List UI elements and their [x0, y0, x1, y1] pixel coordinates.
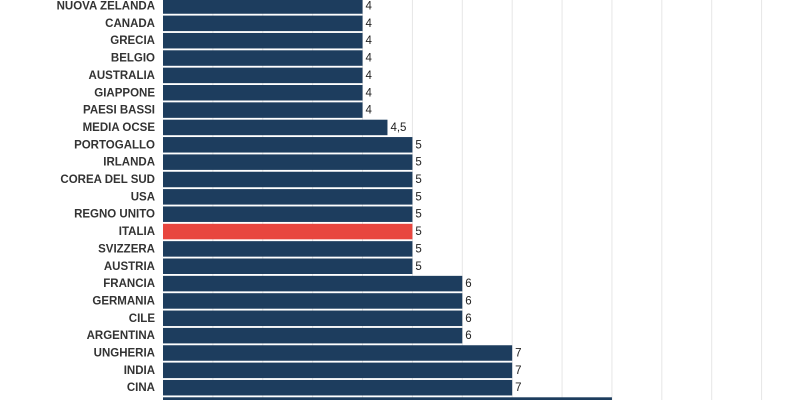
- bar: [163, 189, 413, 205]
- value-label: 5: [415, 243, 421, 255]
- value-label: 7: [515, 382, 521, 394]
- bar: [163, 50, 363, 66]
- bar: [163, 379, 513, 396]
- bar: [163, 275, 463, 292]
- category-label: REGNO UNITO: [74, 209, 155, 221]
- category-label: ITALIA: [119, 226, 155, 238]
- category-label: AUSTRALIA: [89, 70, 155, 82]
- value-label: 5: [415, 191, 421, 203]
- bar: [163, 102, 363, 118]
- bar: [163, 67, 363, 84]
- category-label: BELGIO: [111, 53, 155, 65]
- value-label: 5: [415, 226, 421, 238]
- value-label: 5: [415, 139, 421, 151]
- category-label: ARGENTINA: [87, 330, 155, 342]
- value-label: 5: [415, 174, 421, 186]
- value-label: 4: [366, 87, 373, 99]
- category-label: NUOVA ZELANDA: [57, 1, 155, 13]
- category-label: PORTOGALLO: [74, 139, 155, 151]
- bar: [163, 0, 363, 14]
- value-label: 6: [465, 313, 471, 325]
- value-label: 4: [366, 18, 373, 30]
- value-label: 5: [415, 157, 421, 169]
- category-label: GERMANIA: [92, 295, 155, 307]
- category-label: UNGHERIA: [94, 348, 155, 360]
- bar: [163, 293, 463, 309]
- value-label: 4: [366, 53, 373, 65]
- value-label: 6: [465, 330, 471, 342]
- category-label: CILE: [129, 313, 156, 325]
- bar: [163, 362, 513, 379]
- value-label: 6: [465, 295, 471, 307]
- bar: [163, 327, 463, 344]
- bar: [163, 223, 413, 240]
- category-label: MEDIA OCSE: [83, 122, 156, 134]
- bar: [163, 85, 363, 101]
- bar: [163, 310, 463, 327]
- value-label: 4: [366, 105, 373, 117]
- category-label: CINA: [127, 382, 155, 394]
- bar: [163, 241, 413, 257]
- category-label: IRLANDA: [103, 157, 155, 169]
- bar: [163, 32, 363, 49]
- value-label: 4: [366, 35, 373, 47]
- category-label: CANADA: [105, 18, 155, 30]
- value-label: 4: [366, 1, 373, 13]
- category-label: AUSTRIA: [104, 261, 155, 273]
- value-label: 4,5: [390, 122, 406, 134]
- value-label: 7: [515, 348, 521, 360]
- bar: [163, 119, 388, 136]
- bar: [163, 15, 363, 32]
- value-label: 6: [465, 278, 471, 290]
- bar: [163, 258, 413, 274]
- category-label: USA: [131, 191, 155, 203]
- bar: [163, 206, 413, 222]
- category-label: FRANCIA: [103, 278, 155, 290]
- value-label: 7: [515, 365, 521, 377]
- category-label: PAESI BASSI: [83, 105, 155, 117]
- value-label: 5: [415, 261, 421, 273]
- bar: [163, 154, 413, 170]
- value-label: 4: [366, 70, 373, 82]
- value-label: 5: [415, 209, 421, 221]
- category-label: GRECIA: [110, 35, 155, 47]
- category-label: SVIZZERA: [98, 243, 155, 255]
- category-label: INDIA: [124, 365, 155, 377]
- category-label: COREA DEL SUD: [60, 174, 155, 186]
- bar: [163, 137, 413, 153]
- bar: [163, 397, 612, 400]
- category-label: GIAPPONE: [94, 87, 155, 99]
- bar: [163, 171, 413, 188]
- bar: [163, 345, 513, 361]
